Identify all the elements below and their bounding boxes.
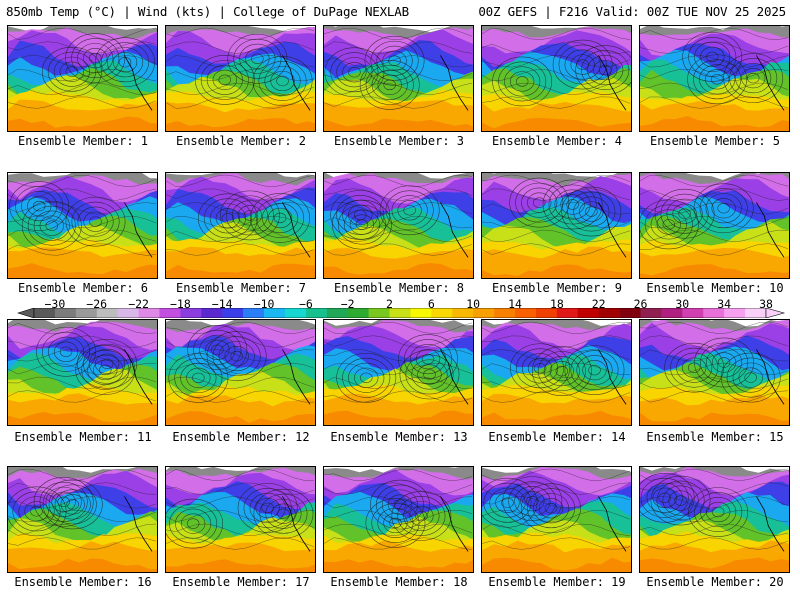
- ensemble-member-label: Ensemble Member: 8: [333, 281, 465, 295]
- ensemble-map-panel: [7, 172, 158, 279]
- colorbar-swatch: [598, 308, 620, 318]
- colorbar-tick-label: 10: [466, 297, 481, 311]
- colorbar-swatch: [284, 308, 307, 318]
- ensemble-map-panel: [639, 466, 790, 573]
- colorbar-swatch: [577, 308, 599, 318]
- colorbar-tick-label: −2: [340, 297, 355, 311]
- ensemble-map-panel: [7, 25, 158, 132]
- colorbar-swatch: [75, 308, 98, 318]
- colorbar-tick-label: −6: [298, 297, 313, 311]
- colorbar-swatch: [494, 308, 516, 318]
- colorbar-swatch: [389, 308, 411, 318]
- colorbar-swatch: [347, 308, 369, 318]
- colorbar-swatch: [682, 308, 704, 318]
- colorbar-tick-label: −30: [44, 297, 66, 311]
- ensemble-member-label: Ensemble Member: 9: [491, 281, 623, 295]
- colorbar-tick-label: −14: [211, 297, 233, 311]
- colorbar-tick-label: 6: [427, 297, 435, 311]
- colorbar-tick-label: 2: [386, 297, 393, 311]
- colorbar-tick-label: 14: [508, 297, 522, 311]
- colorbar-tick-label: −18: [170, 297, 191, 311]
- colorbar-swatch: [619, 308, 641, 318]
- colorbar-tick-label: 30: [675, 297, 690, 311]
- ensemble-member-label: Ensemble Member: 11: [14, 430, 152, 444]
- ensemble-map-panel: [481, 319, 632, 426]
- colorbar-swatch: [305, 308, 328, 318]
- ensemble-member-label: Ensemble Member: 6: [17, 281, 149, 295]
- colorbar-swatch: [138, 308, 160, 318]
- colorbar-swatch: [661, 308, 683, 318]
- ensemble-member-label: Ensemble Member: 3: [333, 134, 465, 148]
- colorbar-swatch: [180, 308, 202, 318]
- colorbar-swatch: [745, 308, 767, 318]
- colorbar-swatch: [431, 308, 453, 318]
- ensemble-map-panel: [481, 466, 632, 573]
- colorbar-swatch: [222, 308, 244, 318]
- ensemble-member-label: Ensemble Member: 15: [646, 430, 784, 444]
- ensemble-member-label: Ensemble Member: 17: [172, 575, 310, 589]
- temperature-colorbar: −30 −26 −22 −18 −14 −10 −6 −2 2 6 10 14 18 22 26 30 34 38…: [0, 292, 800, 320]
- colorbar-swatch: [410, 308, 432, 318]
- colorbar-scale: [16, 308, 786, 318]
- ensemble-member-label: Ensemble Member: 1: [17, 134, 149, 148]
- ensemble-map-panel: [165, 25, 316, 132]
- ensemble-member-label: Ensemble Member: 12: [172, 430, 310, 444]
- colorbar-swatch: [96, 308, 118, 318]
- ensemble-member-label: Ensemble Member: 4: [491, 134, 623, 148]
- ensemble-map-panel: [323, 466, 474, 573]
- colorbar-tick-label: 22: [591, 297, 606, 311]
- colorbar-swatch: [54, 308, 77, 318]
- ensemble-map-panel: [165, 319, 316, 426]
- ensemble-member-label: Ensemble Member: 5: [649, 134, 781, 148]
- ensemble-map-panel: [639, 172, 790, 279]
- colorbar-swatch: [326, 308, 349, 318]
- colorbar-swatch: [34, 308, 56, 318]
- chart-header-valid-time: 00Z GEFS | F216 Valid: 00Z TUE NOV 25 20…: [478, 4, 786, 19]
- colorbar-swatch: [535, 308, 558, 318]
- ensemble-member-label: Ensemble Member: 16: [14, 575, 152, 589]
- ensemble-map-panel: [165, 172, 316, 279]
- colorbar-swatch: [452, 308, 474, 318]
- colorbar-swatch: [201, 308, 223, 318]
- colorbar-tick-label: 34: [717, 297, 732, 311]
- ensemble-map-panel: [7, 466, 158, 573]
- colorbar-swatch: [243, 308, 265, 318]
- ensemble-map-panel: [323, 172, 474, 279]
- ensemble-map-panel: [7, 319, 158, 426]
- colorbar-tick-label: 38: [759, 297, 773, 311]
- colorbar-swatch: [724, 308, 746, 318]
- ensemble-member-label: Ensemble Member: 2: [175, 134, 307, 148]
- ensemble-member-label: Ensemble Member: 7: [175, 281, 307, 295]
- colorbar-tick-label: −10: [253, 297, 275, 311]
- colorbar-swatch: [515, 308, 537, 318]
- ensemble-map-panel: [639, 25, 790, 132]
- colorbar-arrow-right: [765, 308, 786, 318]
- chart-header-title: 850mb Temp (°C) | Wind (kts) | College o…: [6, 4, 409, 19]
- ensemble-map-panel: [323, 25, 474, 132]
- colorbar-swatch: [640, 308, 662, 318]
- colorbar-tick-label: 18: [549, 297, 564, 311]
- colorbar-swatch: [159, 308, 181, 318]
- ensemble-member-label: Ensemble Member: 18: [330, 575, 468, 589]
- colorbar-swatch: [117, 308, 139, 318]
- ensemble-map-panel: [481, 25, 632, 132]
- ensemble-map-panel: [639, 319, 790, 426]
- colorbar-swatch: [473, 308, 495, 318]
- ensemble-member-label: Ensemble Member: 20: [646, 575, 784, 589]
- colorbar-swatch: [264, 308, 286, 318]
- ensemble-map-panel: [323, 319, 474, 426]
- colorbar-tick-label: 26: [633, 297, 648, 311]
- ensemble-map-panel: [481, 172, 632, 279]
- ensemble-member-label: Ensemble Member: 19: [488, 575, 626, 589]
- colorbar-swatch: [703, 308, 725, 318]
- colorbar-arrow-left: [16, 308, 35, 318]
- ensemble-member-label: Ensemble Member: 10: [646, 281, 784, 295]
- ensemble-member-label: Ensemble Member: 13: [330, 430, 468, 444]
- ensemble-member-label: Ensemble Member: 14: [488, 430, 626, 444]
- colorbar-swatch: [556, 308, 579, 318]
- colorbar-tick-label: −22: [128, 297, 149, 311]
- colorbar-swatch: [368, 308, 390, 318]
- colorbar-tick-label: −26: [86, 297, 108, 311]
- ensemble-map-panel: [165, 466, 316, 573]
